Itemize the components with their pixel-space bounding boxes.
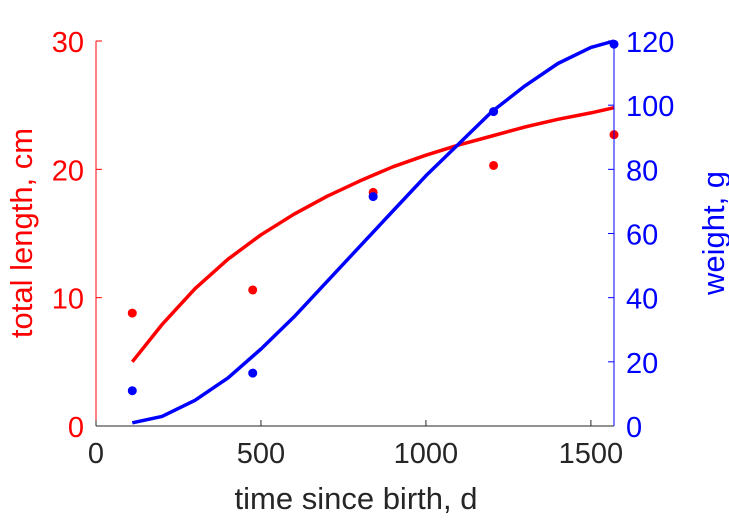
right-axis-label: weight, g xyxy=(696,171,729,296)
right-tick-label: 80 xyxy=(626,155,658,187)
right-tick-label: 0 xyxy=(626,412,642,444)
right-tick-label: 20 xyxy=(626,348,658,380)
left-series-point xyxy=(489,160,499,170)
left-tick-label: 10 xyxy=(52,284,84,316)
right-series-point xyxy=(489,107,499,117)
right-series-curve xyxy=(131,39,615,425)
x-tick-label: 1000 xyxy=(394,438,459,470)
left-series-curve xyxy=(130,105,615,363)
x-tick-label: 0 xyxy=(88,438,104,470)
left-series-point xyxy=(127,308,137,318)
right-series-point xyxy=(368,192,378,202)
x-axis-label: time since birth, d xyxy=(235,481,478,516)
right-tick-label: 100 xyxy=(626,91,674,123)
left-series-point xyxy=(248,285,258,295)
plot-area xyxy=(127,39,619,425)
right-tick-label: 120 xyxy=(626,27,674,59)
x-tick-label: 500 xyxy=(237,438,285,470)
x-axis: 0 500 1000 1500 xyxy=(88,420,623,470)
left-axis-label: total length, cm xyxy=(4,128,39,338)
left-tick-label: 20 xyxy=(52,155,84,187)
right-series-point xyxy=(127,386,137,396)
right-tick-label: 40 xyxy=(626,284,658,316)
right-series-point xyxy=(248,368,258,378)
x-tick-label: 1500 xyxy=(559,438,624,470)
left-axis: 0 10 20 30 xyxy=(52,27,102,444)
right-axis: 0 20 40 60 80 100 120 xyxy=(608,27,674,444)
left-tick-label: 0 xyxy=(68,412,84,444)
left-tick-label: 30 xyxy=(52,27,84,59)
right-tick-label: 60 xyxy=(626,220,658,252)
